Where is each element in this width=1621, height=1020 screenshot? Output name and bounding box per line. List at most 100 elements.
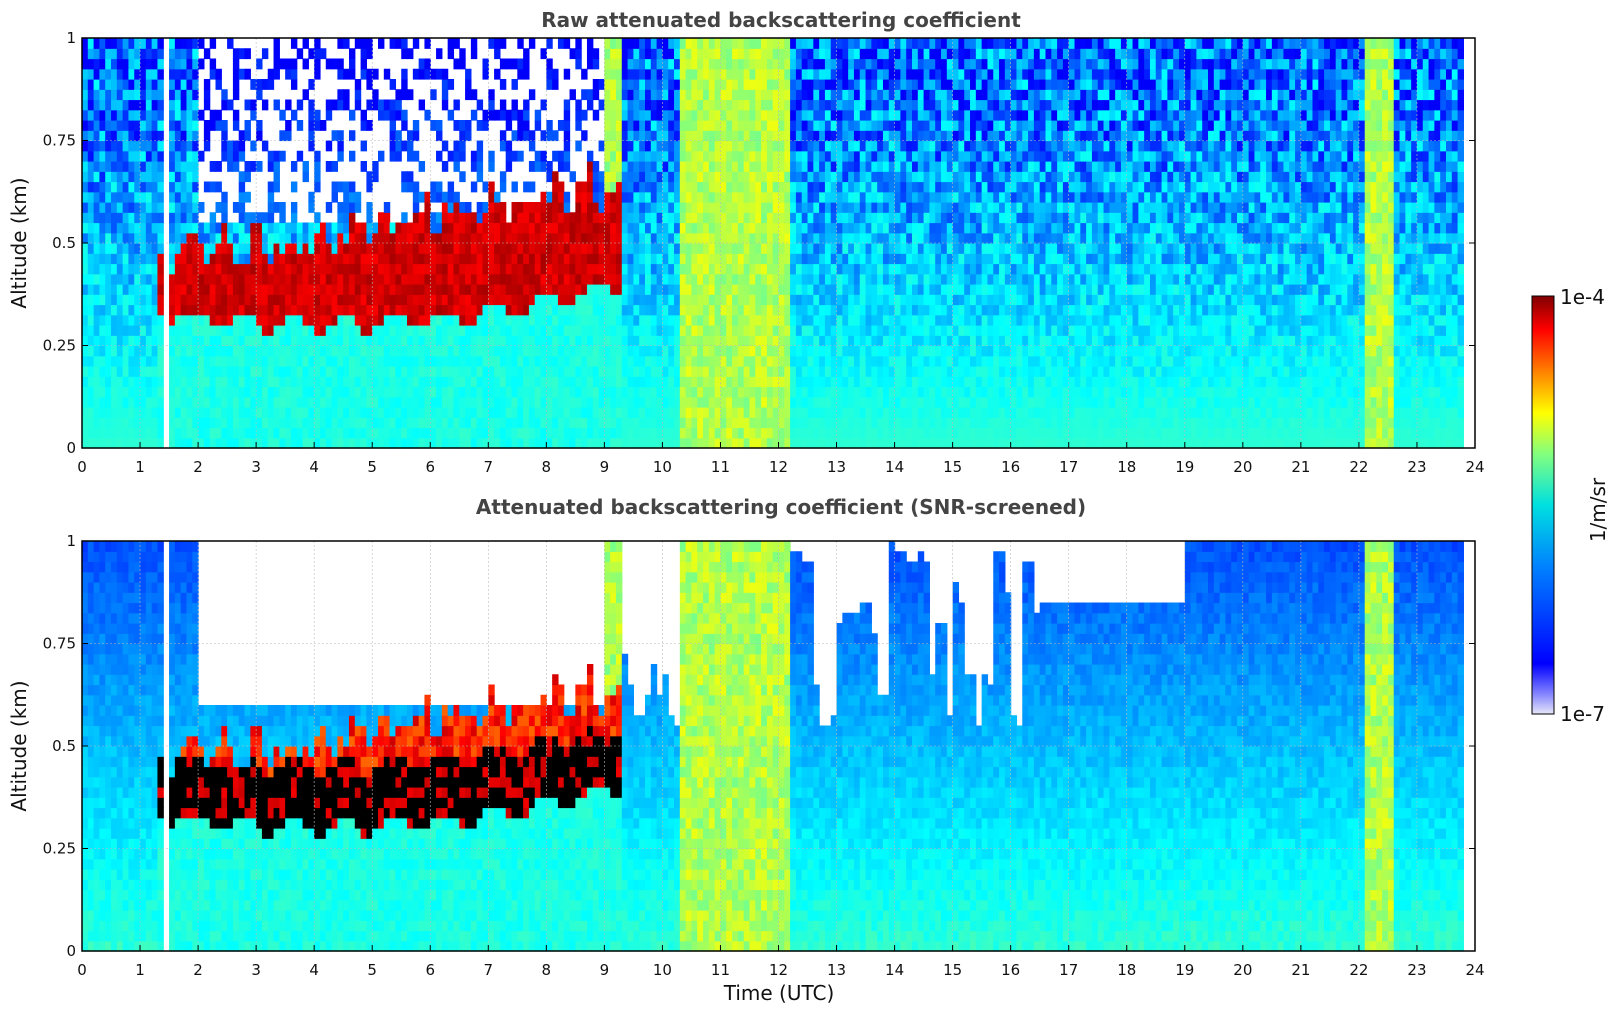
heatmap-cell (308, 222, 315, 234)
heatmap-cell (227, 150, 234, 162)
heatmap-cell (569, 222, 576, 234)
heatmap-cell (853, 407, 861, 418)
heatmap-cell (766, 150, 774, 162)
heatmap-cell (221, 273, 228, 285)
heatmap-cell (238, 304, 246, 316)
heatmap-cell (145, 120, 153, 131)
heatmap-cell (134, 68, 141, 80)
heatmap-cell (232, 376, 240, 388)
heatmap-cell (290, 58, 298, 70)
heatmap-cell (494, 232, 501, 244)
heatmap-cell (906, 417, 913, 429)
heatmap-cell (447, 273, 455, 285)
heatmap-cell (111, 109, 118, 121)
heatmap-cell (331, 273, 338, 285)
heatmap-cell (145, 222, 153, 234)
heatmap-cell (732, 68, 739, 80)
heatmap-cell (726, 222, 733, 234)
heatmap-cell (494, 376, 501, 388)
heatmap-cell (836, 68, 843, 80)
heatmap-cell (319, 355, 327, 367)
heatmap-cell (499, 222, 507, 234)
heatmap-cell (691, 191, 698, 203)
heatmap-cell (93, 68, 101, 80)
heatmap-cell (732, 345, 739, 357)
heatmap-cell (174, 150, 182, 162)
heatmap-cell (650, 191, 658, 203)
heatmap-cell (465, 437, 472, 449)
heatmap-cell (621, 58, 629, 70)
heatmap-cell (378, 150, 385, 162)
heatmap-cell (116, 120, 124, 131)
heatmap-cell (615, 171, 623, 183)
heatmap-cell (87, 202, 95, 213)
heatmap-cell (494, 417, 501, 429)
heatmap-cell (459, 243, 466, 254)
heatmap-cell (900, 407, 907, 418)
heatmap-cell (534, 294, 542, 306)
heatmap-cell (888, 48, 896, 60)
heatmap-cell (395, 437, 402, 449)
heatmap-cell (128, 437, 135, 449)
heatmap-cell (633, 120, 640, 131)
heatmap-cell (325, 222, 333, 234)
heatmap-cell (116, 171, 124, 183)
heatmap-cell (244, 99, 251, 111)
heatmap-cell (650, 171, 658, 183)
heatmap-cell (319, 304, 327, 316)
heatmap-cell (610, 130, 617, 142)
heatmap-cell (180, 140, 188, 152)
heatmap-cell (169, 232, 176, 244)
heatmap-cell (726, 232, 733, 244)
heatmap-cell (871, 325, 878, 336)
heatmap-cell (853, 140, 861, 152)
heatmap-cell (563, 99, 571, 111)
heatmap-cell (354, 427, 362, 439)
heatmap-cell (633, 79, 640, 90)
heatmap-cell (819, 253, 826, 265)
heatmap-cell (546, 120, 553, 131)
heatmap-cell (238, 181, 246, 193)
heatmap-cell (99, 345, 106, 357)
heatmap-cell (116, 130, 124, 142)
heatmap-cell (627, 335, 634, 347)
heatmap-cell (134, 150, 141, 162)
heatmap-cell (256, 253, 263, 265)
heatmap-cell (528, 140, 536, 152)
heatmap-cell (836, 396, 843, 408)
heatmap-cell (888, 417, 896, 429)
heatmap-cell (645, 284, 652, 295)
heatmap-cell (592, 79, 600, 90)
heatmap-cell (685, 202, 693, 213)
heatmap-cell (447, 427, 455, 439)
heatmap-cell (93, 294, 101, 306)
heatmap-cell (737, 345, 745, 357)
heatmap-cell (824, 79, 832, 90)
heatmap-cell (871, 284, 878, 295)
heatmap-cell (250, 345, 257, 357)
heatmap-cell (523, 417, 530, 429)
heatmap-cell (842, 284, 849, 295)
heatmap-cell (534, 222, 542, 234)
heatmap-cell (604, 120, 611, 131)
heatmap-cell (604, 48, 611, 60)
heatmap-cell (772, 304, 780, 316)
heatmap-cell (111, 314, 118, 326)
heatmap-cell (285, 68, 292, 80)
heatmap-cell (592, 48, 600, 60)
heatmap-cell (459, 263, 466, 275)
heatmap-cell (453, 417, 460, 429)
heatmap-cell (679, 407, 687, 418)
heatmap-cell (366, 99, 373, 111)
heatmap-cell (157, 366, 164, 377)
heatmap-cell (697, 417, 704, 429)
heatmap-cell (610, 304, 617, 316)
heatmap-cell (720, 345, 727, 357)
heatmap-cell (795, 366, 803, 377)
heatmap-cell (174, 89, 182, 101)
heatmap-cell (383, 417, 391, 429)
heatmap-cell (308, 273, 315, 285)
heatmap-cell (87, 161, 95, 172)
heatmap-cell (267, 232, 275, 244)
heatmap-cell (882, 232, 890, 244)
